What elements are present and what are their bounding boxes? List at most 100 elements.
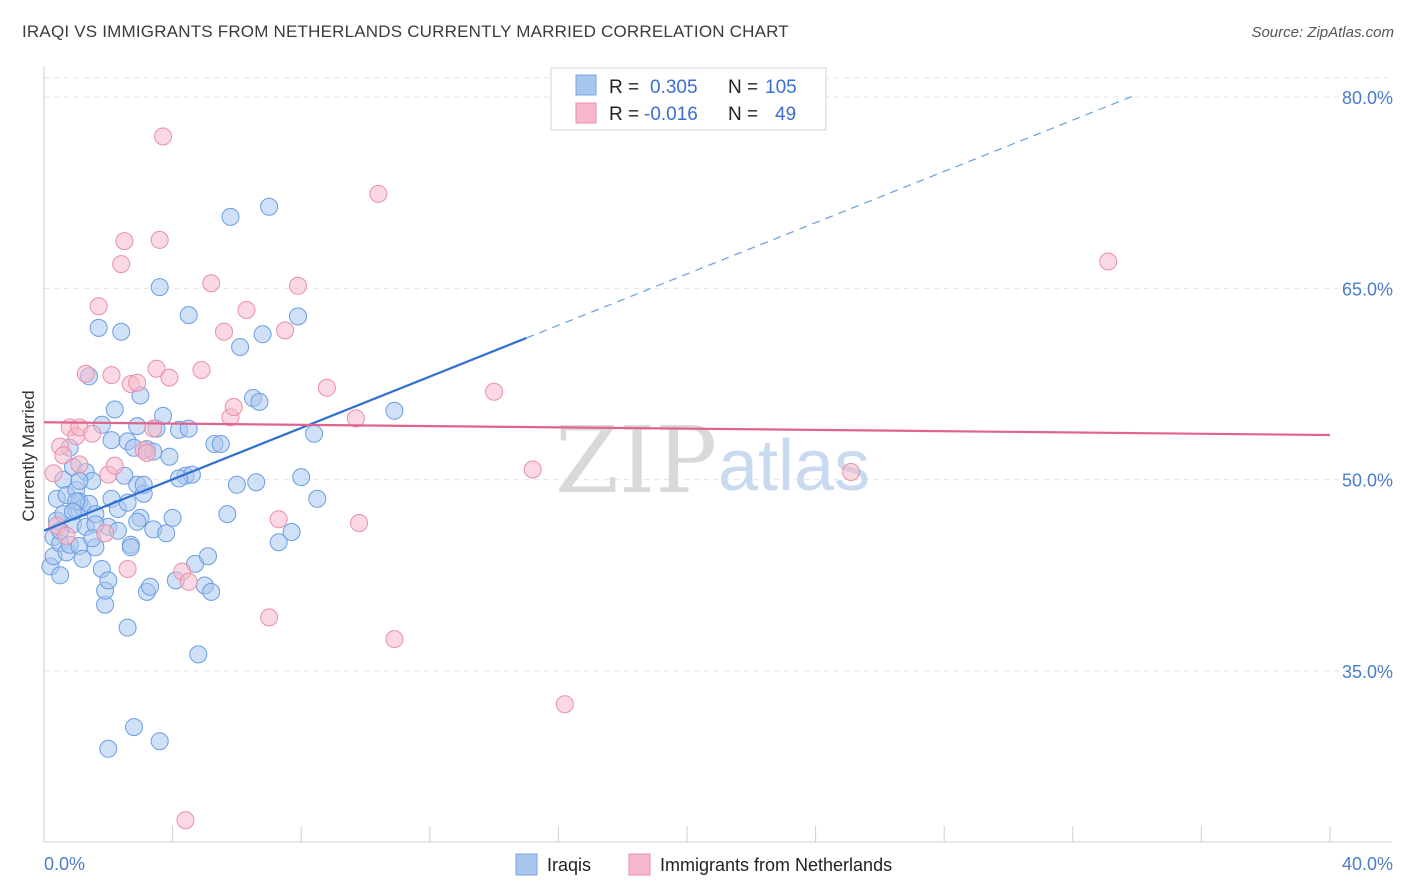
data-point — [202, 582, 221, 601]
data-point — [73, 549, 92, 568]
data-point — [89, 297, 108, 316]
data-point — [70, 471, 89, 490]
data-point — [269, 533, 288, 552]
data-point — [192, 361, 211, 379]
data-point — [227, 475, 246, 494]
bottom-legend-label-iraqis: Iraqis — [547, 855, 591, 875]
legend-r-value-1: 0.305 — [650, 77, 698, 98]
data-point — [121, 538, 140, 557]
data-point — [118, 618, 137, 637]
data-point — [160, 447, 179, 466]
y-tick-label: 65.0% — [1342, 279, 1393, 299]
y-tick-label: 50.0% — [1342, 471, 1393, 491]
data-point — [57, 526, 76, 545]
data-point — [179, 572, 198, 591]
y-tick-label: 80.0% — [1342, 88, 1393, 108]
data-point — [147, 359, 166, 378]
data-point — [385, 401, 404, 420]
data-point — [202, 274, 221, 293]
y-tick-label: 35.0% — [1342, 662, 1393, 682]
data-point — [70, 455, 89, 474]
data-point — [250, 392, 269, 411]
data-point — [150, 278, 169, 297]
data-point — [118, 560, 137, 578]
correlation-legend: R = 0.305 N = 105 R = -0.016 N = 49 — [550, 67, 827, 131]
data-point — [317, 378, 336, 397]
data-point — [160, 368, 179, 387]
series-iraqis — [41, 197, 404, 758]
data-point — [128, 417, 147, 436]
legend-swatch-iraqis — [575, 74, 597, 96]
trend-line-iraqis — [43, 337, 527, 532]
data-point — [253, 325, 272, 344]
axes — [43, 66, 1392, 843]
data-point — [112, 322, 131, 341]
x-tick-label-min: 0.0% — [44, 854, 85, 874]
x-tick-labels: 0.0% 40.0% — [44, 854, 1393, 874]
watermark-zip: ZIP — [555, 407, 717, 514]
legend-r-label-1: R = — [609, 77, 639, 98]
data-point — [189, 645, 208, 664]
data-point — [308, 489, 327, 508]
data-point — [555, 695, 574, 714]
data-point — [44, 464, 63, 483]
data-point — [102, 366, 121, 385]
data-point — [154, 127, 172, 146]
data-point — [350, 514, 369, 532]
grid-lines — [44, 77, 1392, 672]
data-point — [292, 468, 311, 487]
trend-line-netherlands — [43, 421, 1331, 437]
data-point — [260, 197, 279, 216]
data-point — [385, 630, 404, 649]
data-point — [163, 508, 182, 527]
data-point — [105, 456, 124, 475]
data-point — [141, 577, 160, 596]
data-point — [224, 398, 243, 416]
x-tick-label-max: 40.0% — [1342, 854, 1393, 874]
data-point — [54, 446, 73, 465]
data-point — [115, 232, 134, 251]
data-point — [128, 512, 147, 531]
data-point — [346, 409, 365, 428]
legend-n-value-2: 49 — [775, 104, 796, 125]
data-point — [260, 608, 279, 627]
legend-swatch-netherlands — [575, 102, 597, 124]
data-point — [485, 382, 504, 401]
data-point — [99, 571, 118, 590]
data-point — [112, 255, 131, 274]
legend-r-label-2: R = — [609, 104, 639, 125]
data-point — [369, 184, 388, 203]
trend-line-iraqis-extension — [526, 93, 1138, 339]
y-tick-labels: 35.0% 50.0% 65.0% 80.0% — [1342, 88, 1393, 682]
data-point — [150, 230, 169, 249]
data-point — [96, 524, 115, 543]
data-point — [199, 547, 217, 566]
series-netherlands — [44, 127, 1118, 830]
legend-n-label-2: N = — [728, 104, 758, 125]
data-point — [842, 463, 860, 481]
y-axis-label: Currently Married — [19, 390, 38, 521]
data-point — [1099, 252, 1118, 271]
bottom-legend-swatch-netherlands — [628, 853, 651, 876]
data-point — [269, 510, 288, 529]
bottom-legend-swatch-iraqis — [515, 853, 538, 876]
data-point — [125, 718, 143, 737]
data-point — [105, 400, 124, 419]
data-point — [289, 276, 307, 295]
data-point — [179, 306, 198, 325]
chart-title: IRAQI VS IMMIGRANTS FROM NETHERLANDS CUR… — [22, 22, 789, 41]
data-point — [128, 373, 147, 392]
data-point — [523, 460, 542, 479]
legend-r-value-2: -0.016 — [644, 104, 698, 125]
data-point — [157, 524, 176, 543]
data-point — [211, 435, 230, 453]
legend-n-value-1: 105 — [765, 77, 797, 98]
data-point — [231, 338, 250, 356]
data-point — [215, 322, 233, 341]
data-point — [176, 811, 195, 830]
data-point — [237, 301, 256, 319]
data-point — [83, 424, 102, 443]
data-point — [305, 424, 324, 443]
data-point — [247, 473, 266, 492]
